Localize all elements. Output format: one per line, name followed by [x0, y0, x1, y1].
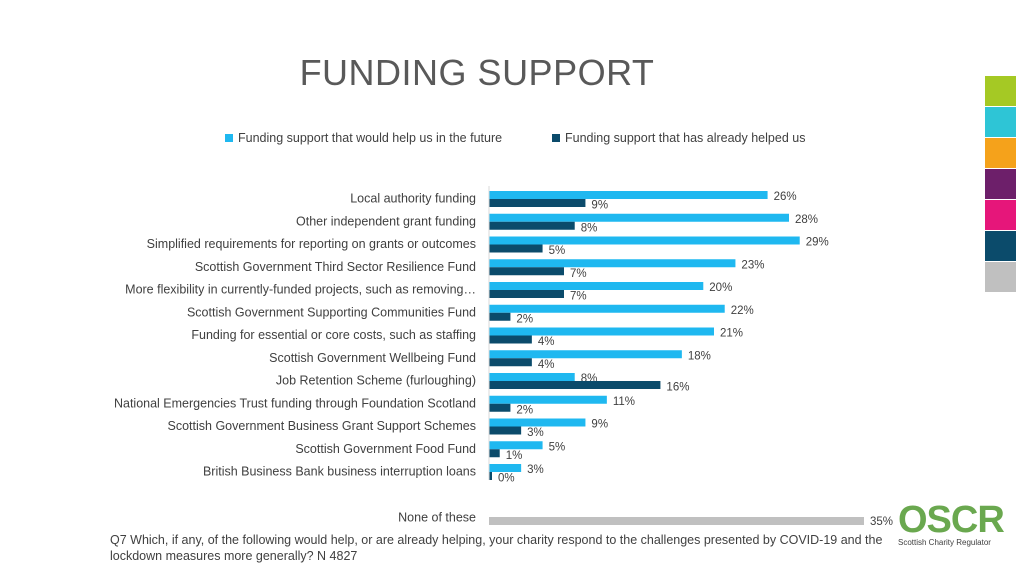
category-label: British Business Bank business interrupt…	[203, 465, 476, 479]
value-label-future: 23%	[741, 259, 764, 271]
bar-already	[489, 267, 564, 276]
value-label-already: 8%	[581, 222, 598, 234]
value-label-already: 7%	[570, 291, 587, 303]
category-label: Scottish Government Supporting Communiti…	[187, 305, 476, 319]
chart-legend: Funding support that would help us in th…	[0, 131, 1024, 149]
category-label: Scottish Government Wellbeing Fund	[269, 351, 476, 365]
bar-future	[489, 213, 789, 222]
bar-already	[489, 199, 586, 207]
category-label: Job Retention Scheme (furloughing)	[276, 374, 476, 388]
bar-future	[489, 191, 768, 199]
value-label-already: 4%	[538, 336, 555, 348]
value-label-already: 3%	[527, 427, 544, 439]
value-label-future: 22%	[731, 305, 754, 317]
value-label-future: 11%	[613, 396, 635, 408]
bar-already	[489, 221, 575, 230]
value-label-future: 5%	[549, 441, 566, 453]
bar-already	[489, 403, 511, 412]
bar-none	[489, 517, 864, 525]
oscr-logo: OSCR Scottish Charity Regulator	[898, 499, 1005, 556]
bar-future	[489, 418, 586, 427]
value-label-future: 18%	[688, 350, 711, 362]
bar-future	[489, 282, 704, 290]
value-label-already: 7%	[570, 268, 587, 280]
value-label-already: 2%	[516, 313, 533, 325]
legend-swatch-already	[552, 134, 560, 142]
bar-already	[489, 358, 532, 367]
category-label: More flexibility in currently-funded pro…	[125, 283, 476, 297]
bar-future	[489, 236, 800, 245]
side-stripe	[985, 262, 1016, 292]
page-title: FUNDING SUPPORT	[299, 52, 655, 93]
category-label: Scottish Government Third Sector Resilie…	[195, 260, 476, 274]
value-label-already: 16%	[666, 382, 689, 394]
legend-label-future: Funding support that would help us in th…	[238, 131, 503, 145]
legend-label-already: Funding support that has already helped …	[565, 131, 806, 145]
value-label-future: 3%	[527, 464, 544, 476]
value-label-future: 9%	[591, 419, 608, 431]
bar-already	[489, 426, 522, 435]
value-label-already: 5%	[549, 245, 566, 257]
logo-subtitle: Scottish Charity Regulator	[898, 538, 991, 547]
bar-already	[489, 335, 532, 344]
bar-already	[489, 381, 661, 389]
category-label: Other independent grant funding	[296, 214, 476, 228]
value-label-future: 26%	[774, 191, 797, 203]
side-stripe	[985, 107, 1016, 137]
value-label-already: 1%	[506, 450, 523, 462]
value-label-future: 20%	[709, 282, 732, 294]
side-stripe	[985, 76, 1016, 106]
value-label-already: 9%	[591, 200, 608, 212]
legend-swatch-future	[225, 134, 233, 142]
value-label-future: 29%	[806, 237, 829, 249]
bar-future	[489, 350, 682, 359]
value-label-future: 28%	[795, 214, 818, 226]
bar-already	[489, 244, 543, 253]
legend-item-already: Funding support that has already helped …	[552, 131, 805, 145]
bar-already	[489, 449, 500, 458]
value-label-future: 21%	[720, 328, 743, 340]
category-label: Local authority funding	[350, 192, 476, 206]
category-label: Funding for essential or core costs, suc…	[191, 328, 476, 342]
legend-item-future: Funding support that would help us in th…	[225, 131, 502, 145]
bar-future	[489, 304, 725, 313]
category-label: Scottish Government Food Fund	[295, 442, 476, 456]
side-stripe	[985, 138, 1016, 168]
question-footnote: Q7 Which, if any, of the following would…	[110, 533, 883, 563]
color-stripes	[985, 76, 1016, 293]
side-stripe	[985, 231, 1016, 261]
bar-future	[489, 373, 575, 381]
bar-future	[489, 327, 714, 336]
bar-future	[489, 259, 736, 268]
bar-future	[489, 464, 522, 472]
logo-wordmark: OSCR	[898, 499, 1005, 541]
bar-already	[489, 472, 492, 480]
category-label: Simplified requirements for reporting on…	[147, 237, 476, 251]
category-label-none: None of these	[398, 511, 476, 525]
category-label: National Emergencies Trust funding throu…	[114, 396, 476, 410]
side-stripe	[985, 200, 1016, 230]
bar-future	[489, 441, 543, 450]
value-label-already: 4%	[538, 359, 555, 371]
bar-already	[489, 312, 511, 321]
value-label-already: 0%	[498, 473, 515, 485]
bar-already	[489, 290, 564, 298]
value-label-none: 35%	[870, 516, 893, 528]
value-label-already: 2%	[516, 404, 533, 416]
category-label: Scottish Government Business Grant Suppo…	[168, 419, 476, 433]
side-stripe	[985, 169, 1016, 199]
bar-future	[489, 395, 607, 404]
